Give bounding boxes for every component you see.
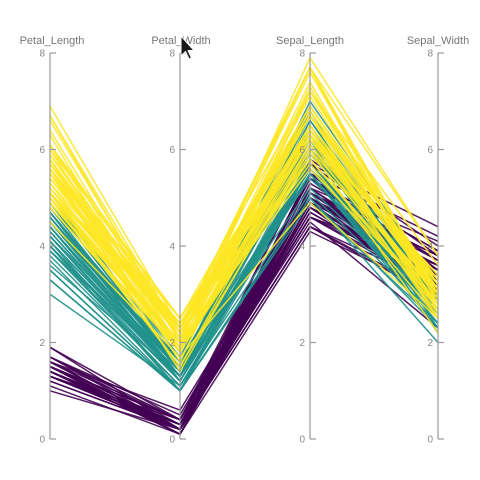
tick-label: 2	[39, 338, 45, 349]
axis-title: Sepal_Width	[407, 35, 469, 47]
series-line	[49, 129, 439, 334]
mouse-pointer-icon	[180, 35, 195, 60]
tick-label: 6	[39, 145, 45, 156]
series-line	[49, 172, 439, 378]
axis-title: Sepal_Length	[276, 35, 344, 47]
tick-label: 4	[299, 242, 305, 253]
tick-label: 8	[299, 49, 305, 60]
series-line	[49, 172, 439, 392]
series-line	[49, 153, 439, 353]
tick-label: 8	[169, 49, 175, 60]
axis-sepal-width: 0 2 4 6 8 Sepal_Width	[407, 35, 469, 446]
tick-label: 6	[427, 145, 433, 156]
tick-label: 0	[39, 435, 45, 446]
tick-label: 8	[39, 49, 45, 60]
tick-label: 0	[299, 435, 305, 446]
tick-label: 2	[299, 338, 305, 349]
series-line	[49, 139, 439, 329]
tick-label: 4	[169, 242, 175, 253]
tick-label: 4	[39, 242, 45, 253]
series-line	[49, 114, 439, 329]
series-line	[49, 192, 439, 387]
series-line	[49, 201, 439, 358]
tick-label: 6	[169, 145, 175, 156]
axis-title: Petal_Length	[20, 35, 85, 47]
tick-label: 6	[299, 145, 305, 156]
polyline-layer	[49, 57, 439, 435]
series-line	[49, 197, 439, 392]
tick-label: 8	[427, 49, 433, 60]
series-line	[49, 66, 439, 329]
series-line	[49, 114, 439, 320]
tick-label: 0	[169, 435, 175, 446]
series-2	[49, 57, 439, 373]
series-line	[49, 66, 439, 344]
axis-petal-length: 0 2 4 6 8 Petal_Length	[20, 35, 85, 446]
tick-label: 2	[169, 338, 175, 349]
tick-label: 2	[427, 338, 433, 349]
cursor-layer	[180, 35, 195, 60]
axes-layer: 02468Petal_Length02468Petal_Width02468Se…	[20, 35, 470, 446]
series-line	[49, 148, 439, 353]
axis-sepal-length: 0 2 4 6 8 Sepal_Length	[276, 35, 344, 446]
tick-label: 0	[427, 435, 433, 446]
tick-label: 4	[427, 242, 433, 253]
